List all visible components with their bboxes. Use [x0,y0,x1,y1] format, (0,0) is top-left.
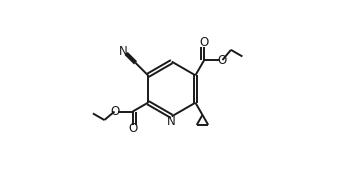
Text: O: O [110,105,119,118]
Text: N: N [119,45,127,58]
Text: O: O [218,54,227,67]
Text: O: O [200,36,209,49]
Text: O: O [128,122,137,135]
Text: N: N [167,115,176,128]
